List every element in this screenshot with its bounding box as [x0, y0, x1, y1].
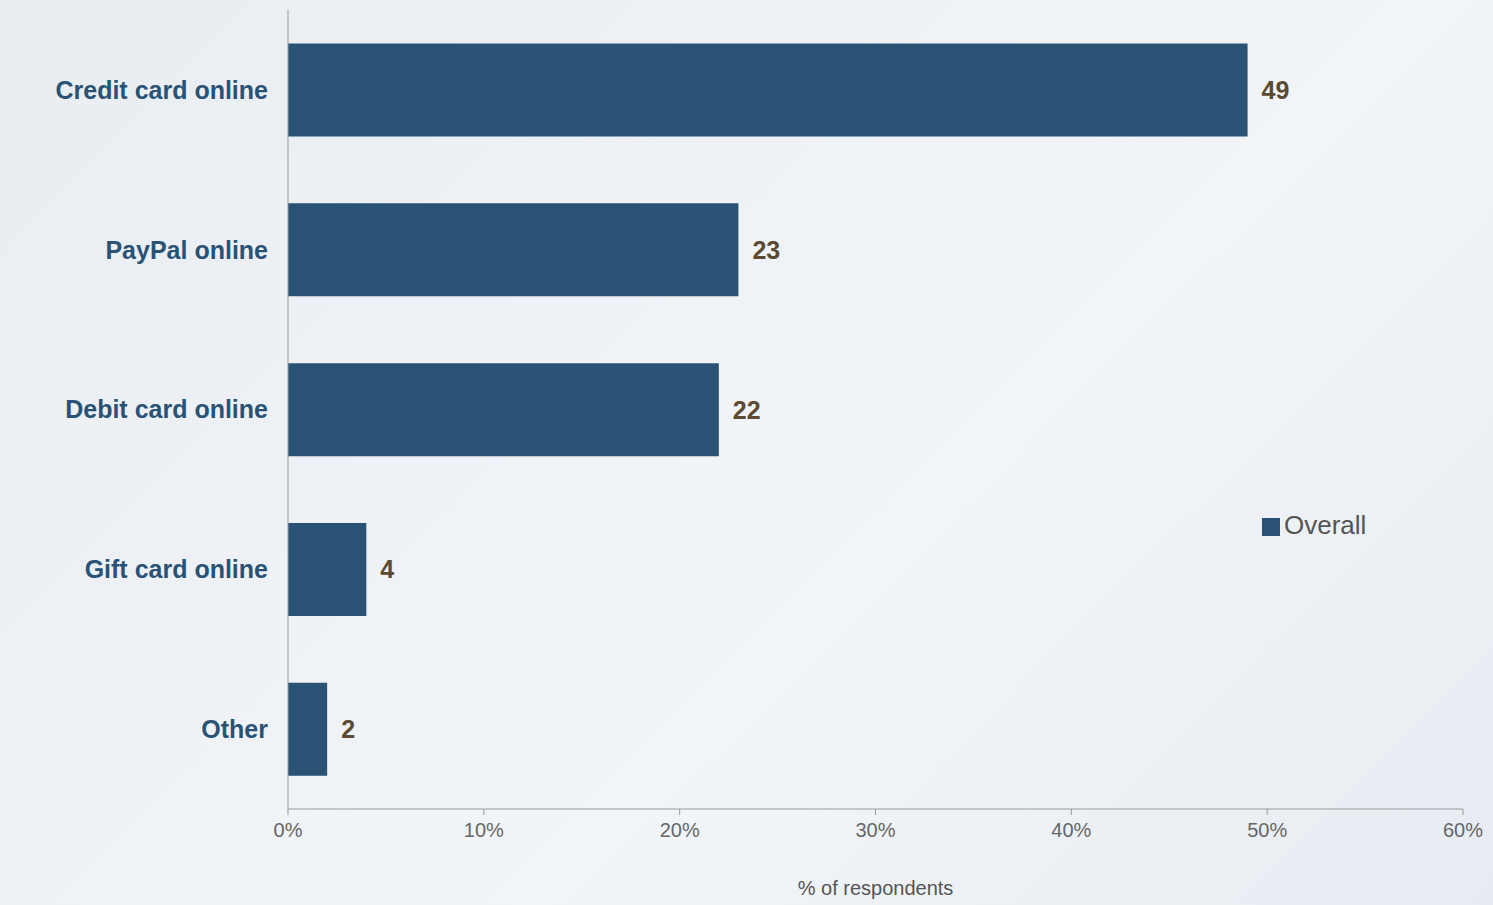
svg-text:22: 22	[733, 396, 761, 424]
svg-text:49: 49	[1262, 76, 1290, 104]
svg-text:30%: 30%	[855, 819, 895, 841]
svg-text:23: 23	[752, 236, 780, 264]
svg-text:PayPal online: PayPal online	[105, 236, 268, 264]
svg-text:20%: 20%	[660, 819, 700, 841]
svg-text:60%: 60%	[1443, 819, 1483, 841]
svg-text:40%: 40%	[1051, 819, 1091, 841]
svg-text:10%: 10%	[464, 819, 504, 841]
svg-text:% of respondents: % of respondents	[798, 877, 954, 899]
svg-text:Debit card online: Debit card online	[65, 395, 268, 423]
html-text:Overall: Overall	[1284, 510, 1367, 540]
svg-text:Gift card online: Gift card online	[85, 555, 268, 583]
svg-text:4: 4	[380, 555, 394, 583]
svg-text:50%: 50%	[1247, 819, 1287, 841]
svg-text:Other: Other	[201, 715, 268, 743]
svg-text:2: 2	[341, 715, 355, 743]
svg-text:Credit card online: Credit card online	[55, 76, 268, 104]
svg-text:0%: 0%	[274, 819, 303, 841]
